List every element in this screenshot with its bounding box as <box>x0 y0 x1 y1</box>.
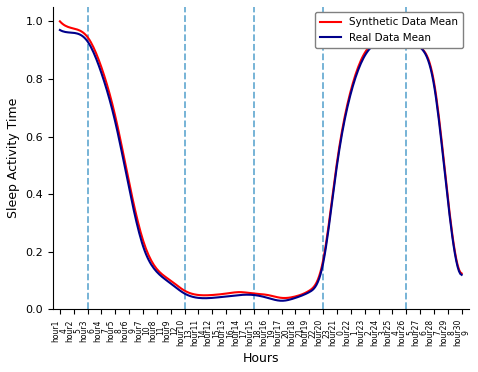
Real Data Mean <box>57 28 63 32</box>
Legend: Synthetic Data Mean, Real Data Mean: Synthetic Data Mean, Real Data Mean <box>315 12 463 48</box>
Y-axis label: Sleep Activity Time: Sleep Activity Time <box>7 98 20 218</box>
Synthetic Data Mean <box>397 36 402 41</box>
Real Data Mean <box>397 36 402 41</box>
Synthetic Data Mean <box>57 19 63 23</box>
Real Data Mean <box>304 291 310 295</box>
Synthetic Data Mean <box>296 293 302 298</box>
Real Data Mean <box>423 52 428 56</box>
Real Data Mean <box>297 294 303 298</box>
Line: Real Data Mean: Real Data Mean <box>60 30 462 301</box>
Real Data Mean <box>279 298 284 303</box>
Synthetic Data Mean <box>459 271 465 276</box>
Real Data Mean <box>296 294 302 299</box>
X-axis label: Hours: Hours <box>242 352 279 365</box>
Real Data Mean <box>459 273 465 277</box>
Synthetic Data Mean <box>304 290 310 294</box>
Synthetic Data Mean <box>58 20 64 25</box>
Line: Synthetic Data Mean: Synthetic Data Mean <box>60 21 462 298</box>
Synthetic Data Mean <box>282 296 287 300</box>
Real Data Mean <box>58 29 64 33</box>
Synthetic Data Mean <box>297 293 303 297</box>
Synthetic Data Mean <box>423 51 428 55</box>
